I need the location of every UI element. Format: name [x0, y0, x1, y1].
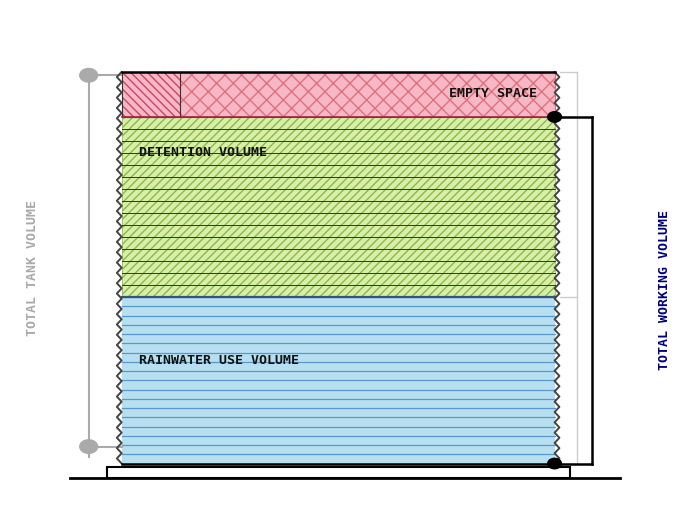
Bar — [121, 72, 180, 117]
Bar — [121, 117, 555, 297]
Bar — [121, 117, 555, 297]
Bar — [121, 72, 180, 117]
Circle shape — [80, 440, 97, 454]
Text: DETENTION VOLUME: DETENTION VOLUME — [139, 146, 267, 160]
Text: TOTAL WORKING VOLUME: TOTAL WORKING VOLUME — [658, 210, 671, 370]
Text: TOTAL TANK VOLUME: TOTAL TANK VOLUME — [26, 200, 39, 335]
Bar — [121, 72, 555, 117]
Bar — [121, 72, 555, 117]
Text: RAINWATER USE VOLUME: RAINWATER USE VOLUME — [139, 354, 299, 367]
Circle shape — [548, 112, 562, 122]
Text: EMPTY SPACE: EMPTY SPACE — [449, 87, 538, 100]
Bar — [121, 72, 180, 117]
Circle shape — [80, 68, 97, 82]
Circle shape — [548, 458, 562, 469]
Bar — [121, 297, 555, 464]
Bar — [106, 467, 570, 478]
